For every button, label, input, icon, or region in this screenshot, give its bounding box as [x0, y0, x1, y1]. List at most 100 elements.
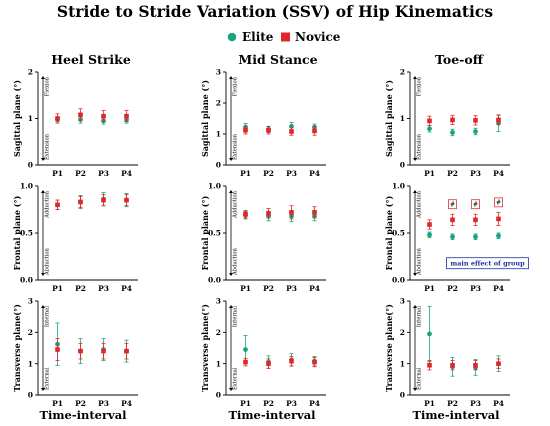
- data-point-novice: [101, 197, 106, 203]
- direction-arrow-down-icon: [229, 158, 233, 161]
- y-axis-title: Sagittal plane (°): [384, 80, 394, 157]
- direction-label-bottom: Extension: [45, 133, 51, 160]
- direction-label-top: Adduction: [45, 190, 51, 219]
- data-point-novice: [101, 113, 106, 119]
- data-point-elite: [427, 126, 432, 132]
- x-tick-label: P1: [52, 399, 63, 408]
- y-tick-label: 0.0: [20, 276, 33, 285]
- data-point-novice: [78, 112, 83, 118]
- panel-heel-strike-transverse: 0 1 2 3 P1 P2 P3 P4 Transverse plane(°) Internal E…: [12, 297, 138, 408]
- data-point-novice: [124, 348, 129, 354]
- y-tick-label: 0: [400, 161, 405, 170]
- direction-arrow-down-icon: [41, 158, 45, 161]
- data-point-elite: [243, 347, 248, 352]
- direction-arrow-down-icon: [413, 388, 417, 391]
- y-axis-title: Transverse plane(°): [384, 304, 394, 392]
- data-point-novice: [289, 129, 294, 134]
- data-point-novice: [427, 362, 432, 368]
- panels: 0 1 2 P1 P2 P3 P4 Sagittal plane (°) Flexion Exte…: [12, 68, 529, 408]
- data-point-novice: [450, 217, 455, 223]
- x-tick-label: P3: [98, 169, 109, 178]
- direction-arrow-down-icon: [229, 388, 233, 391]
- direction-label-bottom: Abduction: [45, 247, 51, 276]
- x-tick-label: P3: [286, 169, 297, 178]
- x-tick-label: P2: [447, 399, 458, 408]
- data-point-novice: [496, 361, 501, 366]
- panel-heel-strike-frontal: 0.0 0.5 1.0 P1 P2 P3 P4 Frontal plane (°) Adduct…: [12, 182, 138, 293]
- significance-box: [494, 197, 503, 208]
- data-point-novice: [101, 348, 106, 354]
- data-point-novice: [243, 127, 248, 133]
- data-point-novice: [450, 362, 455, 368]
- x-tick-label: P2: [263, 169, 274, 178]
- y-tick-label: 1: [216, 359, 221, 368]
- data-point-elite: [473, 234, 478, 240]
- data-point-novice: [473, 217, 478, 223]
- x-tick-label: P4: [309, 399, 320, 408]
- significance-hash: #: [496, 200, 501, 207]
- x-tick-label: P4: [309, 169, 320, 178]
- y-tick-label: 1: [400, 359, 405, 368]
- y-tick-label: 0: [400, 391, 405, 400]
- x-tick-label: P1: [240, 169, 251, 178]
- direction-arrow-up-icon: [413, 76, 417, 79]
- x-tick-label: P2: [447, 169, 458, 178]
- data-point-novice: [496, 216, 501, 222]
- x-tick-label: P2: [263, 284, 274, 293]
- data-point-elite: [450, 130, 455, 135]
- data-point-novice: [124, 113, 129, 119]
- x-tick-label: P1: [240, 284, 251, 293]
- data-point-novice: [496, 117, 501, 123]
- y-tick-label: 1.0: [208, 182, 221, 191]
- column-title-toe-off: Toe-off: [435, 52, 484, 67]
- panel-toe-off-sagittal: 0 1 2 P1 P2 P3 P4 Sagittal plane (°) Flexion Exte…: [384, 68, 510, 178]
- x-tick-label: P3: [470, 284, 481, 293]
- y-axis-title: Sagittal plane (°): [12, 80, 22, 157]
- panel-mid-stance-sagittal: 0 1 2 3 P1 P2 P3 P4 Sagittal plane (°) Flexion Ext…: [200, 68, 326, 178]
- data-point-novice: [289, 358, 294, 364]
- data-point-elite: [450, 234, 455, 240]
- y-tick-label: 0.5: [208, 229, 221, 238]
- y-tick-label: 2: [216, 99, 221, 108]
- y-axis-title: Transverse plane(°): [200, 304, 210, 392]
- data-point-novice: [55, 116, 60, 121]
- direction-label-top: Internal: [45, 306, 51, 327]
- y-tick-label: 0.0: [392, 276, 405, 285]
- direction-label-bottom: External: [417, 367, 423, 390]
- direction-label-top: Flexion: [45, 76, 51, 96]
- y-axis-title: Transverse plane(°): [12, 304, 22, 392]
- y-tick-label: 0: [28, 391, 33, 400]
- y-axis-title: Frontal plane (°): [12, 195, 22, 270]
- direction-arrow-down-icon: [41, 388, 45, 391]
- group-effect-label: main effect of group: [450, 260, 525, 268]
- x-tick-label: P2: [75, 169, 86, 178]
- y-tick-label: 2: [28, 328, 33, 337]
- x-tick-label: P2: [263, 399, 274, 408]
- x-axis-title-heel-strike: Time-interval: [39, 408, 127, 422]
- direction-label-top: Internal: [233, 306, 239, 327]
- data-point-elite: [427, 232, 432, 238]
- x-tick-label: P1: [240, 399, 251, 408]
- data-point-novice: [312, 359, 317, 365]
- y-tick-label: 1: [216, 130, 221, 139]
- x-tick-label: P4: [493, 169, 504, 178]
- x-tick-label: P3: [98, 284, 109, 293]
- direction-arrow-up-icon: [229, 190, 233, 193]
- x-tick-label: P3: [286, 399, 297, 408]
- legend-elite-label: Elite: [242, 30, 274, 44]
- data-point-elite: [496, 233, 501, 239]
- data-point-novice: [266, 210, 271, 216]
- y-axis-title: Frontal plane (°): [384, 195, 394, 270]
- data-point-novice: [55, 202, 60, 208]
- direction-arrow-up-icon: [41, 76, 45, 79]
- x-tick-label: P1: [424, 284, 435, 293]
- direction-label-bottom: External: [45, 367, 51, 390]
- direction-label-top: Flexion: [233, 76, 239, 96]
- direction-label-top: Adduction: [417, 190, 423, 219]
- panel-toe-off-transverse: 0 1 2 3 P1 P2 P3 P4 Transverse plane(°) Internal E…: [384, 297, 510, 408]
- direction-label-top: Internal: [417, 306, 423, 327]
- panel-toe-off-frontal: 0.0 0.5 1.0 P1 P2 P3 P4 Frontal plane (°) Adduct…: [384, 182, 529, 293]
- data-point-novice: [312, 128, 317, 134]
- direction-label-top: Adduction: [233, 190, 239, 219]
